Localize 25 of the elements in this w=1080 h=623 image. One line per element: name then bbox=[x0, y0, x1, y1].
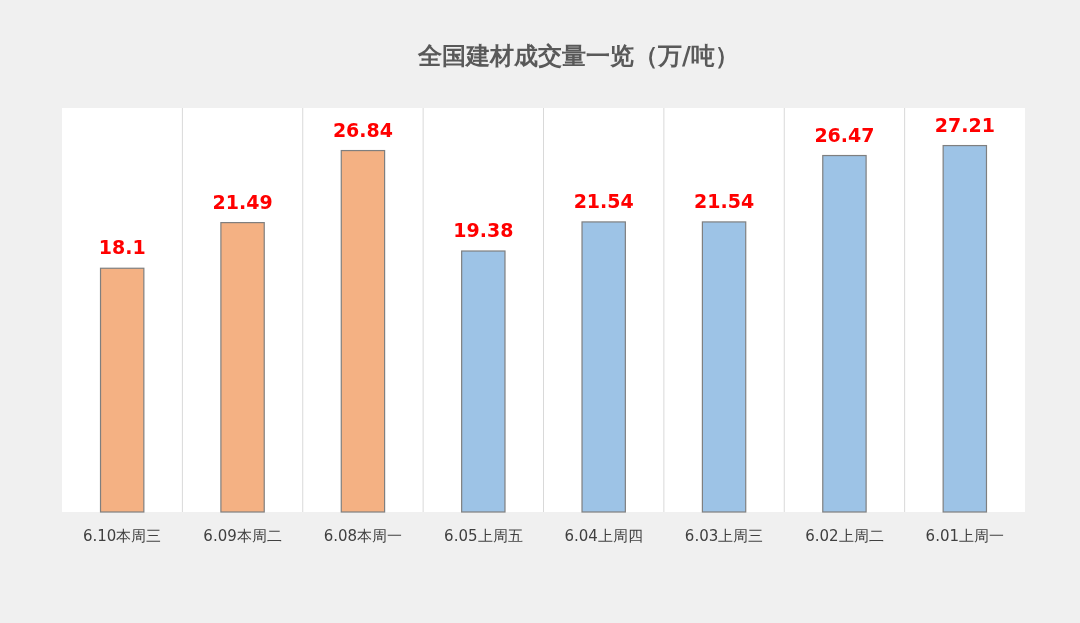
bar bbox=[822, 154, 867, 513]
data-label: 26.84 bbox=[332, 118, 393, 141]
data-label: 27.21 bbox=[934, 113, 995, 136]
data-label: 21.54 bbox=[573, 189, 634, 212]
data-label: 18.1 bbox=[98, 236, 146, 259]
x-tick-label: 6.03上周三 bbox=[684, 527, 764, 545]
bar bbox=[220, 222, 265, 513]
bar bbox=[942, 144, 988, 513]
bar bbox=[340, 149, 386, 513]
data-label: 21.49 bbox=[212, 190, 273, 213]
data-label: 19.38 bbox=[453, 219, 514, 242]
bar bbox=[461, 250, 506, 513]
x-tick-label: 6.04上周四 bbox=[564, 527, 643, 545]
data-label: 26.47 bbox=[814, 123, 875, 146]
x-tick-label: 6.02上周二 bbox=[805, 527, 884, 545]
x-tick-label: 6.01上周一 bbox=[925, 527, 1005, 545]
bar bbox=[701, 221, 747, 513]
x-tick-label: 6.10本周三 bbox=[82, 527, 162, 545]
bar bbox=[581, 221, 626, 513]
data-label: 21.54 bbox=[694, 189, 755, 212]
x-tick-label: 6.09本周二 bbox=[203, 527, 282, 545]
chart-title: 全国建材成交量一览（万/吨） bbox=[417, 42, 739, 70]
bar bbox=[99, 267, 145, 513]
x-tick-label: 6.08本周一 bbox=[323, 527, 403, 545]
x-tick-label: 6.05上周五 bbox=[444, 527, 523, 545]
